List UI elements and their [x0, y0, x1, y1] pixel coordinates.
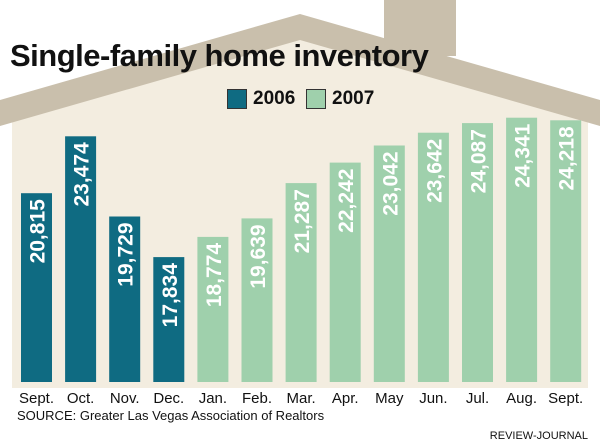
- source-note: SOURCE: Greater Las Vegas Association of…: [17, 408, 325, 423]
- bar-value-label-3: 17,834: [159, 263, 182, 328]
- bar-1: [65, 136, 97, 382]
- category-label-6: Mar.: [287, 390, 316, 407]
- category-label-12: Sept.: [548, 390, 583, 407]
- bar-value-label-4: 18,774: [203, 243, 226, 308]
- bar-0: [21, 193, 52, 382]
- bar-11: [506, 117, 538, 382]
- bar-4: [197, 236, 229, 382]
- bar-value-label-6: 21,287: [291, 189, 314, 253]
- category-label-5: Feb.: [242, 390, 272, 407]
- bar-12: [550, 120, 582, 383]
- category-label-7: Apr.: [332, 390, 359, 407]
- category-label-11: Aug.: [506, 390, 537, 407]
- category-label-9: Jun.: [419, 390, 447, 407]
- bar-value-label-9: 23,642: [423, 139, 446, 203]
- category-label-4: Jan.: [199, 390, 227, 407]
- category-label-8: May: [375, 390, 404, 407]
- legend-label-2007: 2007: [332, 88, 375, 109]
- bar-value-label-12: 24,218: [556, 126, 579, 191]
- bar-value-label-7: 22,242: [335, 169, 358, 233]
- chart-title: Single-family home inventory: [10, 38, 429, 73]
- bar-value-label-8: 23,042: [379, 152, 402, 216]
- category-label-2: Nov.: [110, 390, 140, 407]
- bar-value-label-2: 19,729: [115, 223, 138, 287]
- bar-6: [285, 183, 317, 382]
- category-label-0: Sept.: [19, 390, 54, 407]
- category-label-3: Dec.: [153, 390, 184, 407]
- roof-line: [0, 14, 600, 126]
- bar-5: [241, 218, 273, 382]
- bar-2: [109, 216, 141, 382]
- bar-value-label-0: 20,815: [27, 199, 50, 264]
- bar-10: [462, 123, 493, 382]
- legend-label-2006: 2006: [253, 88, 296, 109]
- legend-item-2006: 2006: [227, 88, 295, 110]
- bar-value-label-10: 24,087: [468, 129, 491, 193]
- category-label-10: Jul.: [466, 390, 489, 407]
- bar-9: [417, 132, 449, 382]
- bar-7: [329, 162, 361, 382]
- bar-3: [153, 257, 185, 382]
- bar-8: [373, 145, 405, 382]
- legend-swatch-2006: [227, 89, 247, 109]
- category-label-1: Oct.: [67, 390, 95, 407]
- credit-line: REVIEW-JOURNAL: [489, 430, 588, 442]
- bar-value-label-1: 23,474: [71, 142, 94, 207]
- legend-swatch-2007: [306, 89, 326, 109]
- bar-value-label-5: 19,639: [247, 224, 270, 288]
- legend-item-2007: 2007: [306, 88, 374, 110]
- bars-layer: 20,815 Sept. 23,474 Oct. 19,729 Nov. 17,834 Dec…: [19, 117, 583, 407]
- bar-value-label-11: 24,341: [512, 123, 535, 188]
